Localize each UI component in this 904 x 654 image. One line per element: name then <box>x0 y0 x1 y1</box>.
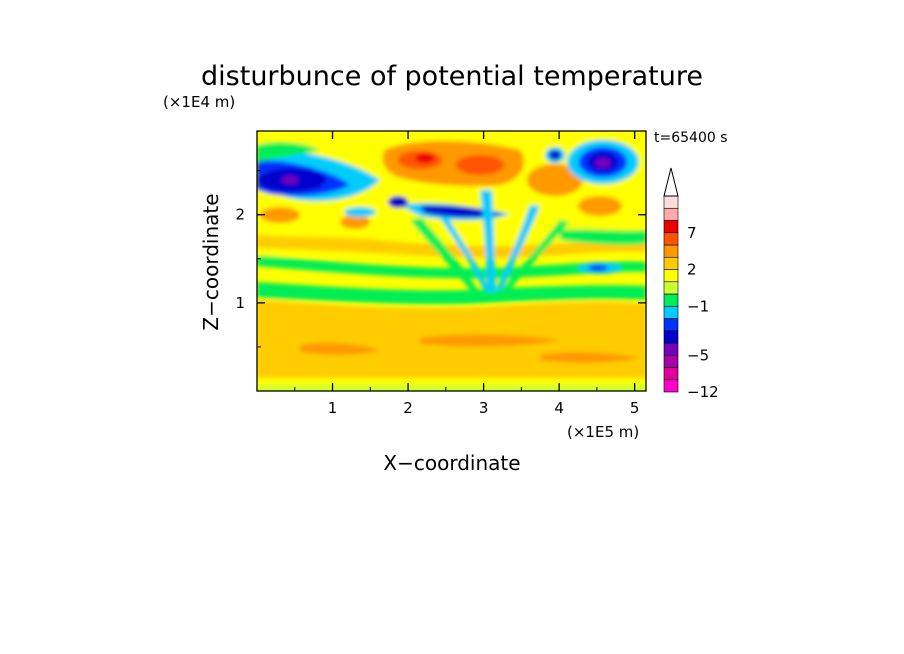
x-axis: 1 2 3 4 5 <box>294 131 640 417</box>
chart-title: disturbunce of potential temperature <box>201 61 703 92</box>
contour-field <box>257 131 646 391</box>
colorbar-swatch <box>663 354 679 368</box>
x-unit-label: (×1E5 m) <box>567 423 639 441</box>
blue-blob-2 <box>388 196 408 208</box>
warm-band-mid <box>257 300 646 318</box>
right-purple-core <box>595 158 611 168</box>
green-lower-right <box>560 229 646 245</box>
cyan-blob-2 <box>344 207 376 217</box>
colorbar-swatch <box>663 379 679 393</box>
orange-patch-2 <box>420 334 560 347</box>
orange-right-1 <box>527 164 583 196</box>
y-tick-label: 2 <box>235 206 245 224</box>
left-purple-core <box>282 176 298 184</box>
upper-orange-band <box>257 235 646 258</box>
orange-patch-1 <box>300 342 380 355</box>
colorbar-swatch <box>663 318 679 332</box>
plume-left-arm <box>410 218 478 290</box>
blue-blob-3 <box>588 265 608 271</box>
green-band <box>257 282 646 305</box>
plume-arm-2 <box>496 205 540 290</box>
colorbar-swatch <box>663 256 679 270</box>
colorbar-swatch <box>663 281 679 295</box>
colorbar-swatch <box>663 195 679 209</box>
orange-right-4 <box>340 215 370 229</box>
colorbar-swatch <box>663 293 679 307</box>
colorbar-label: 7 <box>687 224 697 242</box>
orange-patch-3 <box>540 352 640 363</box>
green-upper-left <box>257 142 320 162</box>
colorbar-swatch <box>663 269 679 283</box>
orange-right-2 <box>578 196 622 216</box>
y-tick-label: 1 <box>235 294 245 312</box>
x-tick-label: 2 <box>403 399 413 417</box>
colorbar-swatch <box>663 207 679 221</box>
plot-frame <box>256 130 647 392</box>
y-axis-title: Z−coordinate <box>199 193 223 330</box>
colorbar-label: 2 <box>687 261 697 279</box>
colorbar-swatch <box>663 220 679 234</box>
x-tick-label: 5 <box>630 399 640 417</box>
bottom-green-strip <box>257 385 646 391</box>
plume-arm-3 <box>440 218 490 290</box>
x-tick-label: 4 <box>554 399 564 417</box>
colorbar-swatch <box>663 342 679 356</box>
x-axis-title: X−coordinate <box>383 451 520 475</box>
green-band-2 <box>257 255 646 279</box>
x-tick-label: 3 <box>479 399 489 417</box>
colorbar-label: −1 <box>687 297 709 315</box>
colorbar-swatch <box>663 367 679 381</box>
plume-center <box>480 190 496 292</box>
colorbar-swatch <box>663 330 679 344</box>
colorbar-extend-arrow <box>663 167 679 197</box>
orange-right-3 <box>260 207 300 223</box>
colorbar-swatch <box>663 232 679 246</box>
y-axis: 12 <box>235 170 646 348</box>
y-unit-label: (×1E4 m) <box>163 93 235 111</box>
blue-blob-1 <box>549 150 561 160</box>
colorbar-swatch <box>663 244 679 258</box>
plume-right-arm <box>500 220 570 292</box>
time-label: t=65400 s <box>654 130 728 146</box>
x-tick-label: 1 <box>328 399 338 417</box>
colorbar-label: −12 <box>687 383 719 401</box>
colorbar-swatch <box>663 305 679 319</box>
warm-core-red-2 <box>456 155 504 175</box>
warm-core-hot <box>415 153 435 163</box>
colorbar: 7 2 −1 −5 −12 <box>663 167 719 401</box>
colorbar-label: −5 <box>687 346 709 364</box>
